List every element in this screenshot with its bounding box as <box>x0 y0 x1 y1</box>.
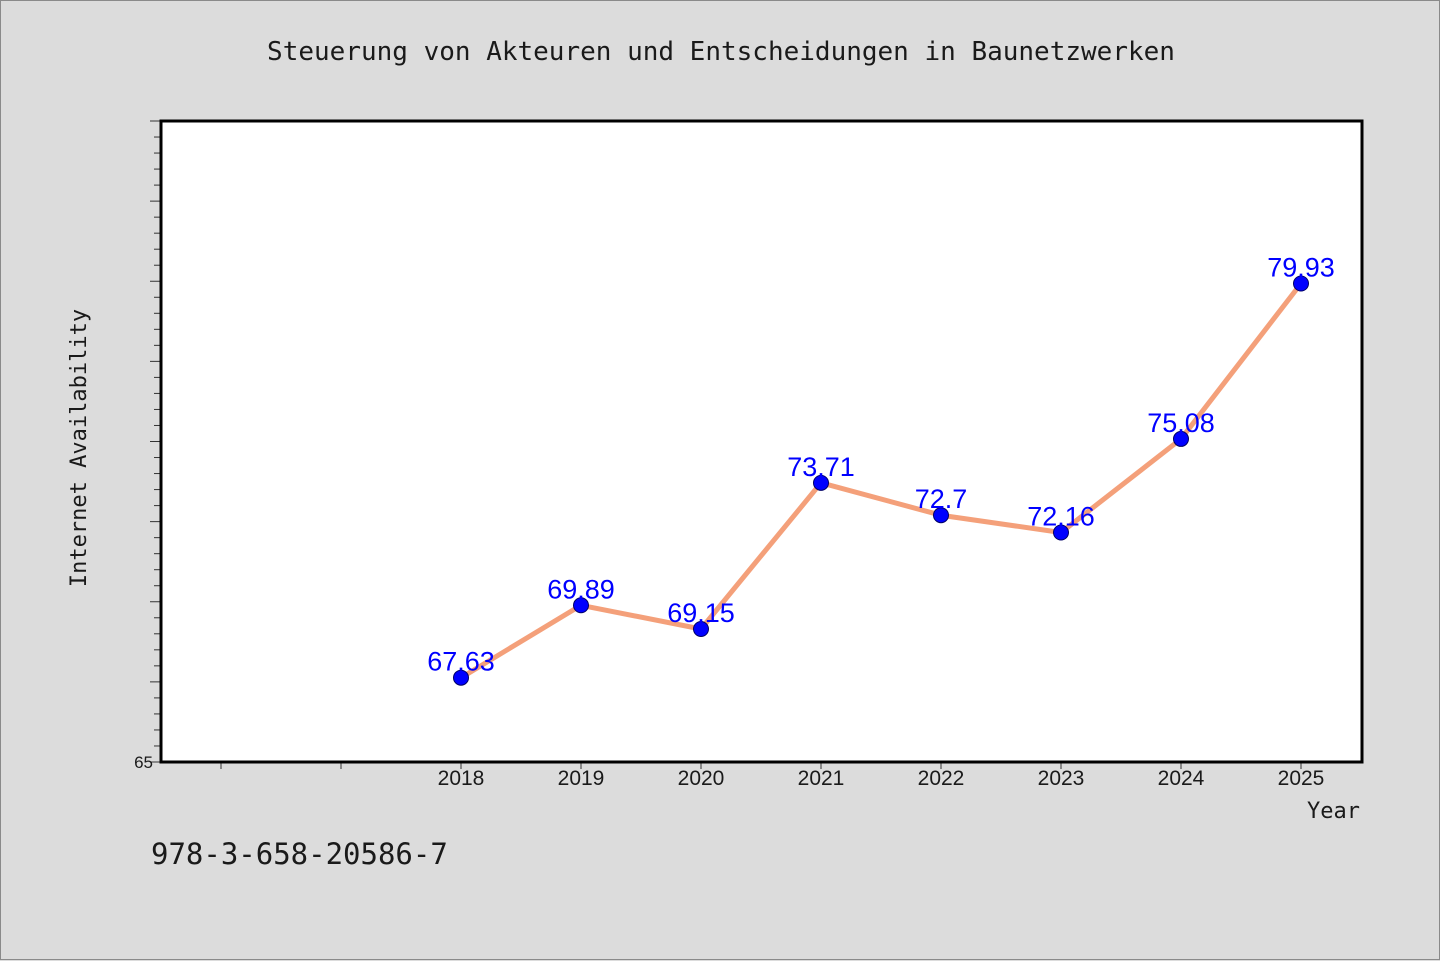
data-point <box>693 620 709 637</box>
data-label: 75.08 <box>1147 408 1215 438</box>
plot-area <box>159 119 1364 764</box>
y-tick-label: 65 <box>134 753 153 772</box>
x-tick-label: 2018 <box>438 767 485 790</box>
x-axis-label: Year <box>1307 799 1360 824</box>
data-point <box>1293 275 1309 292</box>
y-axis-tick-labels: 65 <box>134 753 153 772</box>
x-axis-tick-labels: 2018 2019 2020 2021 2022 2023 2024 2025 <box>438 767 1325 790</box>
data-point <box>813 474 829 491</box>
y-axis-ticks <box>150 120 161 763</box>
x-tick-label: 2022 <box>918 767 965 790</box>
x-tick-label: 2019 <box>558 767 605 790</box>
y-axis-label: Internet Availability <box>67 309 92 587</box>
data-point <box>453 669 469 686</box>
data-point <box>573 597 589 614</box>
footer-identifier: 978-3-658-20586-7 <box>151 837 448 871</box>
data-label: 72.16 <box>1027 502 1095 532</box>
data-label: 69.89 <box>547 574 615 604</box>
data-label: 67.63 <box>427 647 495 677</box>
data-point <box>1173 430 1189 447</box>
data-point <box>1053 524 1069 541</box>
series-group: 67.63 69.89 69.15 73.71 72.7 72.16 75.08 79.93 <box>427 252 1335 686</box>
x-tick-label: 2023 <box>1038 767 1085 790</box>
series-line <box>458 280 1304 681</box>
x-tick-label: 2025 <box>1278 767 1325 790</box>
data-label: 73.71 <box>787 452 855 482</box>
x-tick-label: 2021 <box>798 767 845 790</box>
data-label: 72.7 <box>915 484 968 514</box>
x-tick-label: 2024 <box>1158 767 1205 790</box>
data-point <box>933 507 949 524</box>
data-label: 79.93 <box>1267 252 1335 282</box>
x-tick-label: 2020 <box>678 767 725 790</box>
data-label: 69.15 <box>667 598 735 628</box>
chart-title: Steuerung von Akteuren und Entscheidunge… <box>267 37 1175 67</box>
